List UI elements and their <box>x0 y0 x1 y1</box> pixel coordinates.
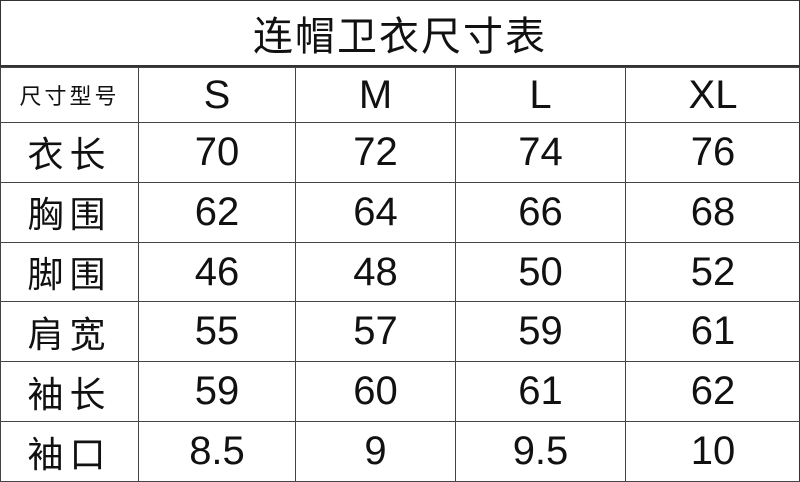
row-label: 胸围 <box>0 181 139 243</box>
measurement-cell: 76 <box>625 122 800 183</box>
measurement-cell: 59 <box>138 361 296 423</box>
measurement-cell: 70 <box>138 122 296 183</box>
measurement-cell: 8.5 <box>138 421 296 482</box>
table-row: 胸围 62 64 66 68 <box>0 181 800 243</box>
table-row: 衣长 70 72 74 76 <box>0 122 800 183</box>
size-header: L <box>455 67 626 123</box>
measurement-cell: 50 <box>455 241 626 303</box>
size-header: XL <box>625 67 800 123</box>
header-label: 尺寸型号 <box>0 67 139 123</box>
measurement-cell: 61 <box>625 301 800 363</box>
row-label: 脚围 <box>0 241 139 303</box>
measurement-cell: 55 <box>138 301 296 363</box>
measurement-cell: 68 <box>625 181 800 243</box>
row-label: 肩宽 <box>0 301 139 363</box>
table-row: 袖口 8.5 9 9.5 10 <box>0 421 800 482</box>
size-header: M <box>295 67 456 123</box>
measurement-cell: 57 <box>295 301 456 363</box>
row-label: 袖口 <box>0 421 139 482</box>
measurement-cell: 52 <box>625 241 800 303</box>
table-row: 袖长 59 60 61 62 <box>0 361 800 423</box>
measurement-cell: 48 <box>295 241 456 303</box>
row-label: 袖长 <box>0 361 139 423</box>
measurement-cell: 59 <box>455 301 626 363</box>
table-row: 脚围 46 48 50 52 <box>0 241 800 303</box>
measurement-cell: 64 <box>295 181 456 243</box>
page-title: 连帽卫衣尺寸表 <box>0 0 800 67</box>
measurement-cell: 9.5 <box>455 421 626 482</box>
measurement-cell: 61 <box>455 361 626 423</box>
measurement-cell: 62 <box>138 181 296 243</box>
measurement-cell: 62 <box>625 361 800 423</box>
table-row: 肩宽 55 57 59 61 <box>0 301 800 363</box>
size-header: S <box>138 67 296 123</box>
row-label: 衣长 <box>0 122 139 183</box>
measurement-cell: 74 <box>455 122 626 183</box>
size-table: 尺寸型号 S M L XL 衣长 70 72 74 76 胸围 62 64 66 68 脚围 46 48 50 52 肩… <box>0 67 800 482</box>
measurement-cell: 72 <box>295 122 456 183</box>
measurement-cell: 9 <box>295 421 456 482</box>
measurement-cell: 66 <box>455 181 626 243</box>
measurement-cell: 10 <box>625 421 800 482</box>
measurement-cell: 60 <box>295 361 456 423</box>
measurement-cell: 46 <box>138 241 296 303</box>
header-row: 尺寸型号 S M L XL <box>0 67 800 123</box>
